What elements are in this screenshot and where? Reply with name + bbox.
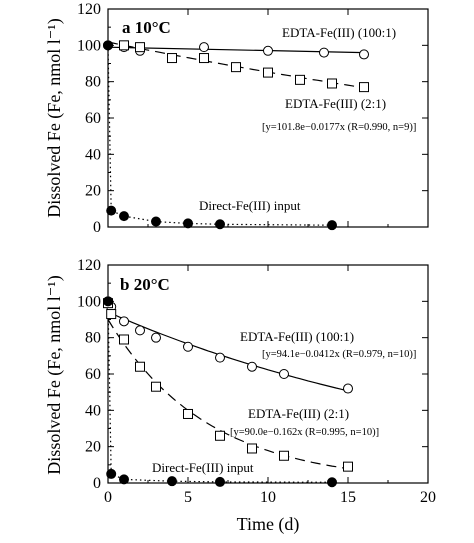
- y-tick-label: 100: [77, 37, 101, 54]
- point-open-square: [327, 78, 337, 89]
- point-open-circle: [359, 49, 369, 60]
- y-tick-label: 20: [85, 183, 101, 200]
- point-open-square: [343, 461, 353, 472]
- x-tick-label: 10: [260, 489, 276, 506]
- panel-a-data-points: [103, 40, 369, 231]
- point-filled-circle: [103, 40, 113, 51]
- point-open-square: [295, 74, 305, 85]
- point-open-circle: [319, 47, 329, 58]
- point-filled-circle: [106, 205, 117, 216]
- point-open-square: [135, 361, 145, 372]
- y-tick-label: 40: [85, 402, 101, 419]
- x-tick-label: 15: [340, 489, 356, 506]
- point-open-circle: [119, 316, 129, 327]
- fit-line: [107, 311, 349, 392]
- point-open-square: [119, 334, 129, 345]
- point-filled-circle: [119, 474, 129, 485]
- point-filled-circle: [119, 211, 129, 222]
- point-open-square: [167, 53, 177, 64]
- y-tick-label: 100: [77, 293, 101, 310]
- panel-a-frame: [107, 8, 429, 228]
- point-open-circle: [263, 45, 273, 56]
- point-open-circle: [199, 42, 209, 53]
- panel-b-ticks: 0 20 40 60 80 100 120 0 5 10 15 20: [77, 257, 436, 506]
- panel-a-series2-equation: [y=101.8e−0.0177x (R=0.990, n=9)]: [262, 122, 416, 133]
- panel-a: 0 20 40 60 80 100 120 a 10°C EDTA-Fe(III) (100…: [77, 1, 429, 236]
- point-open-circle: [247, 361, 257, 372]
- point-filled-circle: [215, 219, 225, 230]
- panel-a-label: a 10°C: [122, 18, 171, 37]
- y-tick-label: 0: [93, 475, 101, 492]
- point-open-square: [263, 67, 273, 78]
- panel-b-label: b 20°C: [120, 275, 170, 294]
- point-open-circle: [215, 352, 225, 363]
- point-filled-circle: [151, 216, 161, 227]
- panel-b-series1-label: EDTA-Fe(III) (100:1): [240, 329, 354, 344]
- x-tick-label: 20: [420, 489, 436, 506]
- y-tick-label: 60: [85, 110, 101, 127]
- panel-b-data-points: [103, 296, 353, 488]
- x-tick-label: 0: [104, 489, 112, 506]
- panel-b: 0 20 40 60 80 100 120 0 5 10 15 20 b 20°C EDTA-Fe(I…: [77, 257, 436, 506]
- y-tick-label: 80: [85, 74, 101, 91]
- point-open-square: [215, 430, 225, 441]
- point-open-square: [119, 40, 129, 51]
- x-axis-title: Time (d): [237, 514, 300, 535]
- y-tick-label: 120: [77, 257, 101, 274]
- panel-a-series1-label: EDTA-Fe(III) (100:1): [282, 25, 396, 40]
- point-filled-circle: [183, 218, 193, 229]
- y-tick-label: 40: [85, 146, 101, 163]
- point-filled-circle: [327, 220, 337, 231]
- y-axis-title-b: Dissolved Fe (Fe, nmol l⁻¹): [44, 275, 65, 474]
- point-open-square: [199, 53, 209, 64]
- point-open-circle: [135, 325, 145, 336]
- point-filled-circle: [215, 476, 225, 487]
- point-open-circle: [279, 369, 289, 379]
- panel-b-series2-equation: [y=90.0e−0.162x (R=0.995, n=10)]: [230, 427, 379, 438]
- point-filled-circle: [103, 296, 113, 307]
- point-open-circle: [151, 332, 161, 343]
- panel-b-series1-equation: [y=94.1e−0.0412x (R=0.979, n=10)]: [262, 349, 416, 360]
- fit-line: [107, 319, 349, 470]
- point-open-square: [247, 443, 257, 454]
- y-tick-label: 0: [93, 219, 101, 236]
- point-open-square: [183, 408, 193, 419]
- point-open-square: [231, 62, 241, 73]
- y-tick-label: 80: [85, 330, 101, 347]
- x-tick-label: 5: [184, 489, 192, 506]
- panel-b-series2-label: EDTA-Fe(III) (2:1): [248, 406, 349, 421]
- point-open-circle: [343, 383, 353, 394]
- point-filled-circle: [327, 477, 337, 488]
- y-tick-label: 60: [85, 366, 101, 383]
- point-open-square: [151, 381, 161, 392]
- point-open-square: [135, 42, 145, 53]
- panel-a-series2-label: EDTA-Fe(III) (2:1): [285, 96, 386, 111]
- y-tick-label: 20: [85, 439, 101, 456]
- point-open-square: [106, 309, 117, 320]
- point-open-square: [279, 450, 289, 461]
- panel-b-fit-lines: [107, 301, 349, 483]
- y-axis-title-a: Dissolved Fe (Fe, nmol l⁻¹): [44, 18, 65, 217]
- point-filled-circle: [167, 476, 177, 487]
- point-open-square: [359, 82, 369, 93]
- point-filled-circle: [106, 468, 117, 479]
- panel-a-series3-label: Direct-Fe(III) input: [199, 198, 301, 213]
- point-open-circle: [183, 341, 193, 352]
- y-tick-label: 120: [77, 1, 101, 18]
- panel-b-series3-label: Direct-Fe(III) input: [152, 460, 254, 475]
